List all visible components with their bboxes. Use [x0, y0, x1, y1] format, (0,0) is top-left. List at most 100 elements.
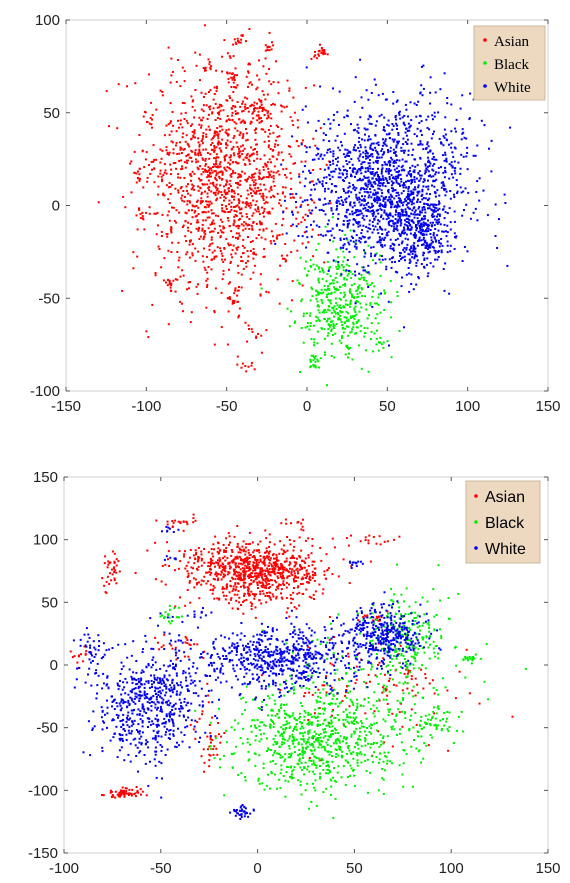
data-point: [340, 264, 343, 266]
data-point: [232, 577, 235, 580]
data-point: [230, 205, 233, 208]
data-point: [295, 607, 298, 610]
data-point: [290, 572, 293, 575]
data-point: [313, 341, 316, 344]
data-point: [419, 211, 422, 214]
data-point: [291, 119, 294, 122]
data-point: [244, 261, 247, 264]
data-point: [214, 185, 217, 188]
data-point: [318, 225, 321, 228]
data-point: [260, 674, 263, 677]
data-point: [211, 149, 214, 152]
data-point: [154, 636, 157, 639]
data-point: [358, 155, 361, 158]
data-point: [388, 224, 391, 227]
data-point: [204, 269, 207, 271]
data-point: [346, 152, 349, 155]
data-point: [302, 341, 305, 344]
data-point: [392, 140, 395, 143]
data-point: [300, 142, 303, 145]
data-point: [417, 207, 420, 210]
data-point: [454, 236, 456, 238]
data-point: [337, 256, 340, 259]
data-point: [321, 267, 323, 270]
data-point: [280, 548, 283, 551]
data-point: [428, 250, 431, 253]
data-point: [332, 150, 335, 153]
data-point: [357, 196, 360, 199]
data-point: [422, 243, 425, 246]
data-point: [262, 166, 265, 168]
data-point: [218, 125, 221, 128]
data-point: [217, 192, 220, 195]
data-point: [344, 198, 347, 201]
data-point: [391, 195, 393, 198]
data-point: [274, 139, 277, 142]
data-point: [418, 225, 421, 227]
data-point: [305, 312, 308, 315]
data-point: [248, 542, 251, 545]
data-point: [354, 241, 357, 244]
data-point: [317, 277, 320, 280]
data-point: [231, 114, 234, 117]
data-point: [377, 94, 380, 97]
data-point: [401, 725, 404, 728]
data-point: [349, 288, 352, 291]
data-point: [285, 176, 288, 179]
data-point: [289, 557, 292, 560]
data-point: [161, 180, 164, 183]
data-point: [349, 203, 351, 206]
data-point: [444, 262, 447, 265]
data-point: [283, 568, 286, 571]
data-point: [426, 225, 429, 227]
data-point: [210, 169, 213, 172]
data-point: [103, 562, 106, 565]
data-point: [344, 233, 347, 236]
data-point: [433, 249, 436, 252]
data-point: [329, 150, 332, 153]
data-point: [271, 565, 273, 568]
data-point: [354, 219, 357, 222]
data-point: [380, 255, 383, 257]
data-point: [431, 216, 434, 218]
data-point: [250, 224, 253, 227]
data-point: [308, 691, 311, 694]
data-point: [117, 560, 120, 563]
data-point: [334, 287, 336, 290]
data-point: [410, 191, 413, 194]
data-point: [211, 171, 214, 174]
data-point: [305, 246, 308, 249]
data-point: [198, 597, 201, 600]
data-point: [339, 239, 342, 242]
data-point: [270, 48, 273, 51]
data-point: [242, 267, 245, 270]
data-point: [267, 45, 270, 48]
data-point: [230, 107, 233, 110]
data-point: [229, 163, 231, 166]
data-point: [168, 281, 171, 284]
data-point: [342, 266, 345, 269]
data-point: [255, 210, 258, 213]
data-point: [209, 153, 212, 156]
data-point: [298, 536, 301, 539]
data-point: [264, 569, 267, 572]
data-point: [340, 199, 343, 202]
data-point: [376, 201, 379, 204]
data-point: [368, 159, 371, 161]
series-asian: [69, 513, 514, 799]
data-point: [185, 520, 188, 523]
data-point: [306, 236, 309, 239]
data-point: [194, 578, 197, 581]
data-point: [197, 559, 200, 562]
data-point: [361, 235, 364, 238]
data-point: [434, 239, 437, 242]
data-point: [339, 176, 342, 179]
data-point: [413, 178, 416, 181]
data-point: [204, 92, 207, 95]
data-point: [411, 256, 414, 259]
data-point: [429, 221, 432, 224]
data-point: [187, 572, 190, 575]
data-point: [177, 520, 180, 523]
data-point: [359, 146, 362, 149]
data-point: [348, 185, 351, 188]
